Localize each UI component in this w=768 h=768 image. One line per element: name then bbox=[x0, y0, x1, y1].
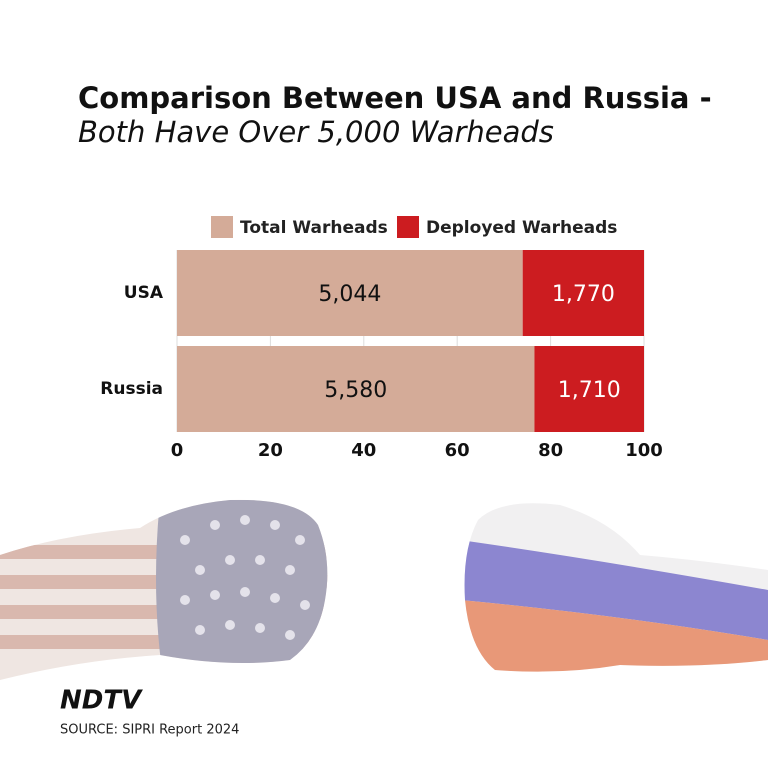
x-tick-label: 40 bbox=[351, 440, 376, 461]
x-tick-label: 60 bbox=[445, 440, 470, 461]
value-label: 1,710 bbox=[558, 378, 621, 403]
value-label: 5,044 bbox=[318, 282, 381, 307]
usa-fist bbox=[0, 499, 328, 680]
russia-fist bbox=[464, 503, 768, 672]
source-note: SOURCE: SIPRI Report 2024 bbox=[60, 723, 239, 738]
bar-segment bbox=[177, 346, 535, 432]
x-tick-label: 100 bbox=[625, 440, 663, 461]
category-label: USA bbox=[124, 283, 164, 303]
category-label: Russia bbox=[100, 379, 163, 399]
brand-logo: NDTV bbox=[60, 686, 143, 716]
chart-title: Comparison Between USA and Russia - bbox=[78, 81, 712, 115]
chart-subtitle: Both Have Over 5,000 Warheads bbox=[78, 115, 554, 149]
value-label: 5,580 bbox=[324, 378, 387, 403]
bar-segment bbox=[177, 250, 523, 336]
legend-swatch bbox=[211, 216, 233, 238]
legend-label: Deployed Warheads bbox=[426, 218, 617, 238]
legend-label: Total Warheads bbox=[240, 218, 388, 238]
value-label: 1,770 bbox=[552, 282, 615, 307]
x-tick-label: 0 bbox=[171, 440, 184, 461]
bar-segment bbox=[522, 250, 644, 336]
x-tick-label: 80 bbox=[538, 440, 563, 461]
x-tick-label: 20 bbox=[258, 440, 283, 461]
legend-swatch bbox=[397, 216, 419, 238]
bar-segment bbox=[534, 346, 644, 432]
